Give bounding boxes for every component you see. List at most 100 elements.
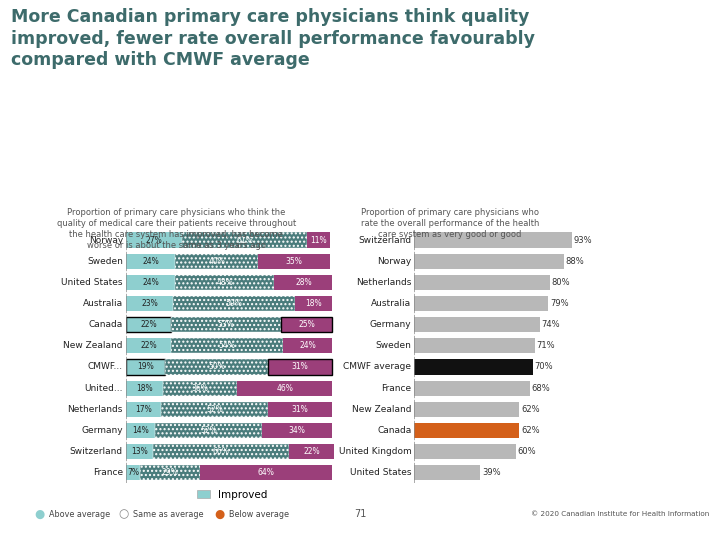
Text: 40%: 40% (208, 256, 225, 266)
Bar (269, 402, 332, 417)
Text: 22%: 22% (140, 320, 157, 329)
Text: Below average: Below average (229, 510, 289, 518)
Text: Germany: Germany (81, 426, 123, 435)
Text: CMWF...: CMWF... (88, 362, 123, 372)
Text: 31%: 31% (292, 362, 309, 372)
Bar (126, 317, 171, 332)
Bar (238, 381, 332, 396)
Text: 79%: 79% (550, 299, 569, 308)
Text: Australia: Australia (372, 299, 411, 308)
Text: 22%: 22% (303, 447, 320, 456)
Text: 11%: 11% (310, 235, 327, 245)
Text: 59%: 59% (226, 299, 243, 308)
Bar (126, 275, 176, 290)
Text: 23%: 23% (141, 299, 158, 308)
Text: More Canadian primary care physicians think quality
improved, fewer rate overall: More Canadian primary care physicians th… (11, 8, 535, 69)
Bar (126, 444, 153, 459)
Text: 35%: 35% (286, 256, 302, 266)
Bar (283, 338, 332, 354)
Text: Australia: Australia (83, 299, 123, 308)
Bar (181, 232, 307, 248)
Bar (163, 381, 238, 396)
Text: 17%: 17% (135, 405, 152, 414)
Bar (140, 465, 200, 481)
Bar (126, 359, 165, 375)
Bar (171, 338, 283, 354)
Bar (126, 338, 171, 354)
Text: Switzerland: Switzerland (359, 235, 411, 245)
Text: 46%: 46% (276, 383, 293, 393)
Bar (414, 402, 519, 417)
Text: 68%: 68% (531, 383, 550, 393)
Text: Canada: Canada (89, 320, 123, 329)
Text: Sweden: Sweden (376, 341, 411, 350)
Text: United States: United States (61, 278, 123, 287)
Text: 48%: 48% (217, 278, 233, 287)
Bar (176, 275, 274, 290)
Text: 52%: 52% (200, 426, 217, 435)
Text: 25%: 25% (298, 320, 315, 329)
Text: Netherlands: Netherlands (68, 405, 123, 414)
Text: 70%: 70% (535, 362, 554, 372)
Text: Norway: Norway (377, 256, 411, 266)
Text: 24%: 24% (143, 256, 159, 266)
Bar (153, 444, 289, 459)
Text: United...: United... (84, 383, 123, 393)
Text: ●: ● (35, 508, 45, 521)
Text: 80%: 80% (552, 278, 570, 287)
Text: Norway: Norway (89, 235, 123, 245)
Text: 34%: 34% (289, 426, 305, 435)
Bar (414, 359, 533, 375)
Text: 50%: 50% (208, 362, 225, 372)
Text: 54%: 54% (219, 341, 235, 350)
Bar (414, 296, 549, 311)
Bar (126, 254, 176, 269)
Text: 53%: 53% (217, 320, 235, 329)
Text: 71: 71 (354, 509, 366, 519)
Bar (307, 232, 330, 248)
Text: 74%: 74% (541, 320, 560, 329)
Text: United Kingdom: United Kingdom (338, 447, 411, 456)
Bar (165, 359, 269, 375)
Bar (176, 254, 258, 269)
Bar (174, 296, 295, 311)
Text: 7%: 7% (127, 468, 139, 477)
Bar (200, 465, 332, 481)
Text: 93%: 93% (574, 235, 593, 245)
Text: 18%: 18% (136, 383, 153, 393)
Bar (269, 359, 332, 375)
Bar (171, 317, 281, 332)
Bar (414, 381, 530, 396)
Text: Proportion of primary care physicians who think the
quality of medical care thei: Proportion of primary care physicians wh… (57, 208, 296, 250)
Bar (155, 423, 262, 438)
Bar (414, 317, 540, 332)
Text: 29%: 29% (162, 468, 179, 477)
Text: 52%: 52% (207, 405, 223, 414)
Text: 24%: 24% (143, 278, 159, 287)
Bar (126, 381, 163, 396)
Text: 60%: 60% (518, 447, 536, 456)
Text: 13%: 13% (131, 447, 148, 456)
Text: Switzerland: Switzerland (70, 447, 123, 456)
Bar (161, 402, 269, 417)
Bar (414, 465, 480, 481)
Text: 28%: 28% (295, 278, 312, 287)
Bar (274, 275, 332, 290)
Bar (126, 465, 140, 481)
Text: 36%: 36% (192, 383, 209, 393)
Text: 22%: 22% (140, 341, 157, 350)
Text: 61%: 61% (236, 235, 253, 245)
Text: 66%: 66% (212, 447, 229, 456)
Text: Netherlands: Netherlands (356, 278, 411, 287)
Text: CMWF average: CMWF average (343, 362, 411, 372)
Text: United States: United States (350, 468, 411, 477)
Bar (126, 402, 161, 417)
Legend: Improved: Improved (197, 490, 267, 500)
Text: 62%: 62% (521, 405, 540, 414)
Text: Germany: Germany (370, 320, 411, 329)
Text: 31%: 31% (292, 405, 309, 414)
Text: © 2020 Canadian Institute for Health Information: © 2020 Canadian Institute for Health Inf… (531, 511, 709, 517)
Text: Sweden: Sweden (87, 256, 123, 266)
Text: France: France (382, 383, 411, 393)
Text: 24%: 24% (299, 341, 316, 350)
